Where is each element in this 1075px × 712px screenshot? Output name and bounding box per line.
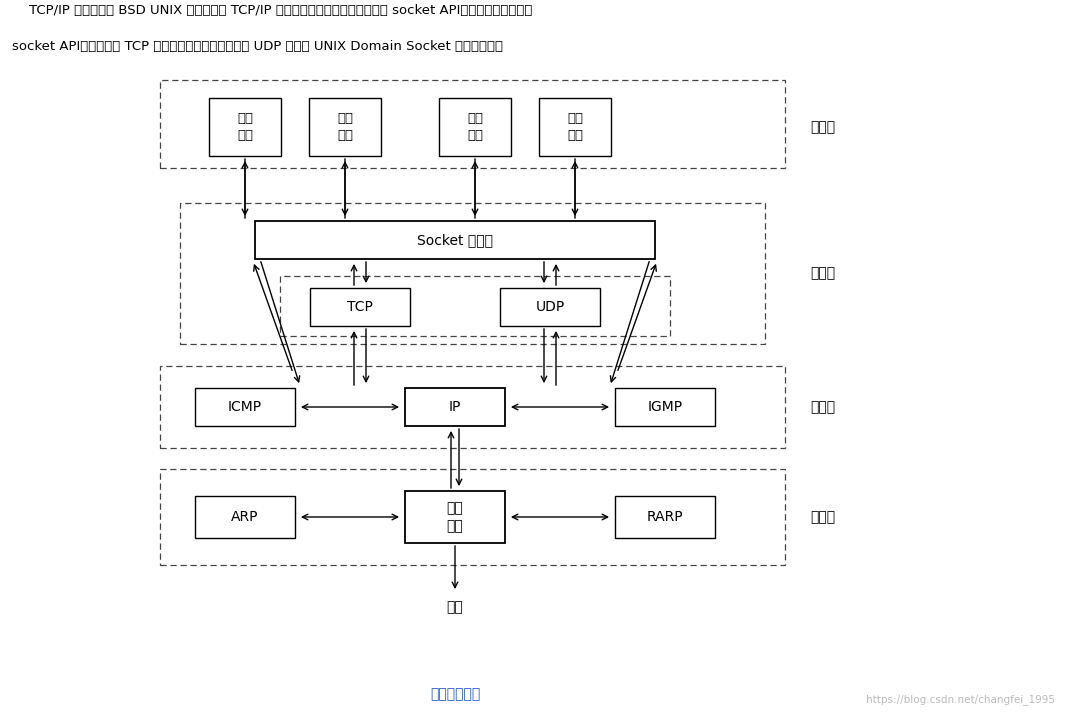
Bar [160, 80, 785, 168]
Bar [209, 98, 281, 156]
Text: RARP: RARP [647, 510, 684, 524]
Text: IGMP: IGMP [647, 400, 683, 414]
Text: TCP/IP 协议最早在 BSD UNIX 上实现，为 TCP/IP 协议设计的应用层编程接口称为 socket API。本章的主要内容是: TCP/IP 协议最早在 BSD UNIX 上实现，为 TCP/IP 协议设计的… [12, 4, 532, 17]
Bar [180, 203, 765, 344]
Bar [255, 221, 655, 259]
Text: 链路层: 链路层 [809, 510, 835, 524]
Text: 网络编程接口: 网络编程接口 [430, 687, 481, 701]
Text: TCP: TCP [347, 300, 373, 314]
Bar [160, 469, 785, 565]
Text: UDP: UDP [535, 300, 564, 314]
Bar [405, 388, 505, 426]
Bar [539, 98, 611, 156]
Text: ARP: ARP [231, 510, 259, 524]
Text: Socket 抽象层: Socket 抽象层 [417, 233, 493, 247]
Text: socket API，主要介绝 TCP 协议的函数接口，最后介绝 UDP 协议和 UNIX Domain Socket 的函数接口。: socket API，主要介绝 TCP 协议的函数接口，最后介绝 UDP 协议和… [12, 40, 503, 53]
Bar [405, 491, 505, 543]
Bar [195, 388, 295, 426]
Bar [439, 98, 511, 156]
Bar [160, 366, 785, 448]
Text: 运输层: 运输层 [809, 266, 835, 281]
Bar [195, 496, 295, 538]
Text: ICMP: ICMP [228, 400, 262, 414]
Text: 网络层: 网络层 [809, 400, 835, 414]
Text: 媒体: 媒体 [446, 600, 463, 614]
Text: https://blog.csdn.net/changfei_1995: https://blog.csdn.net/changfei_1995 [866, 694, 1055, 706]
Bar [310, 288, 410, 326]
Text: 用户
进程: 用户 进程 [236, 112, 253, 142]
Text: IP: IP [449, 400, 461, 414]
Text: 用户
进程: 用户 进程 [336, 112, 353, 142]
Text: 用户
进程: 用户 进程 [567, 112, 583, 142]
Text: 应用层: 应用层 [809, 120, 835, 134]
Text: 硬件
接口: 硬件 接口 [446, 501, 463, 533]
Bar [500, 288, 600, 326]
Bar [309, 98, 381, 156]
Text: 用户
进程: 用户 进程 [467, 112, 483, 142]
Bar [615, 388, 715, 426]
Bar [280, 276, 670, 336]
Bar [615, 496, 715, 538]
